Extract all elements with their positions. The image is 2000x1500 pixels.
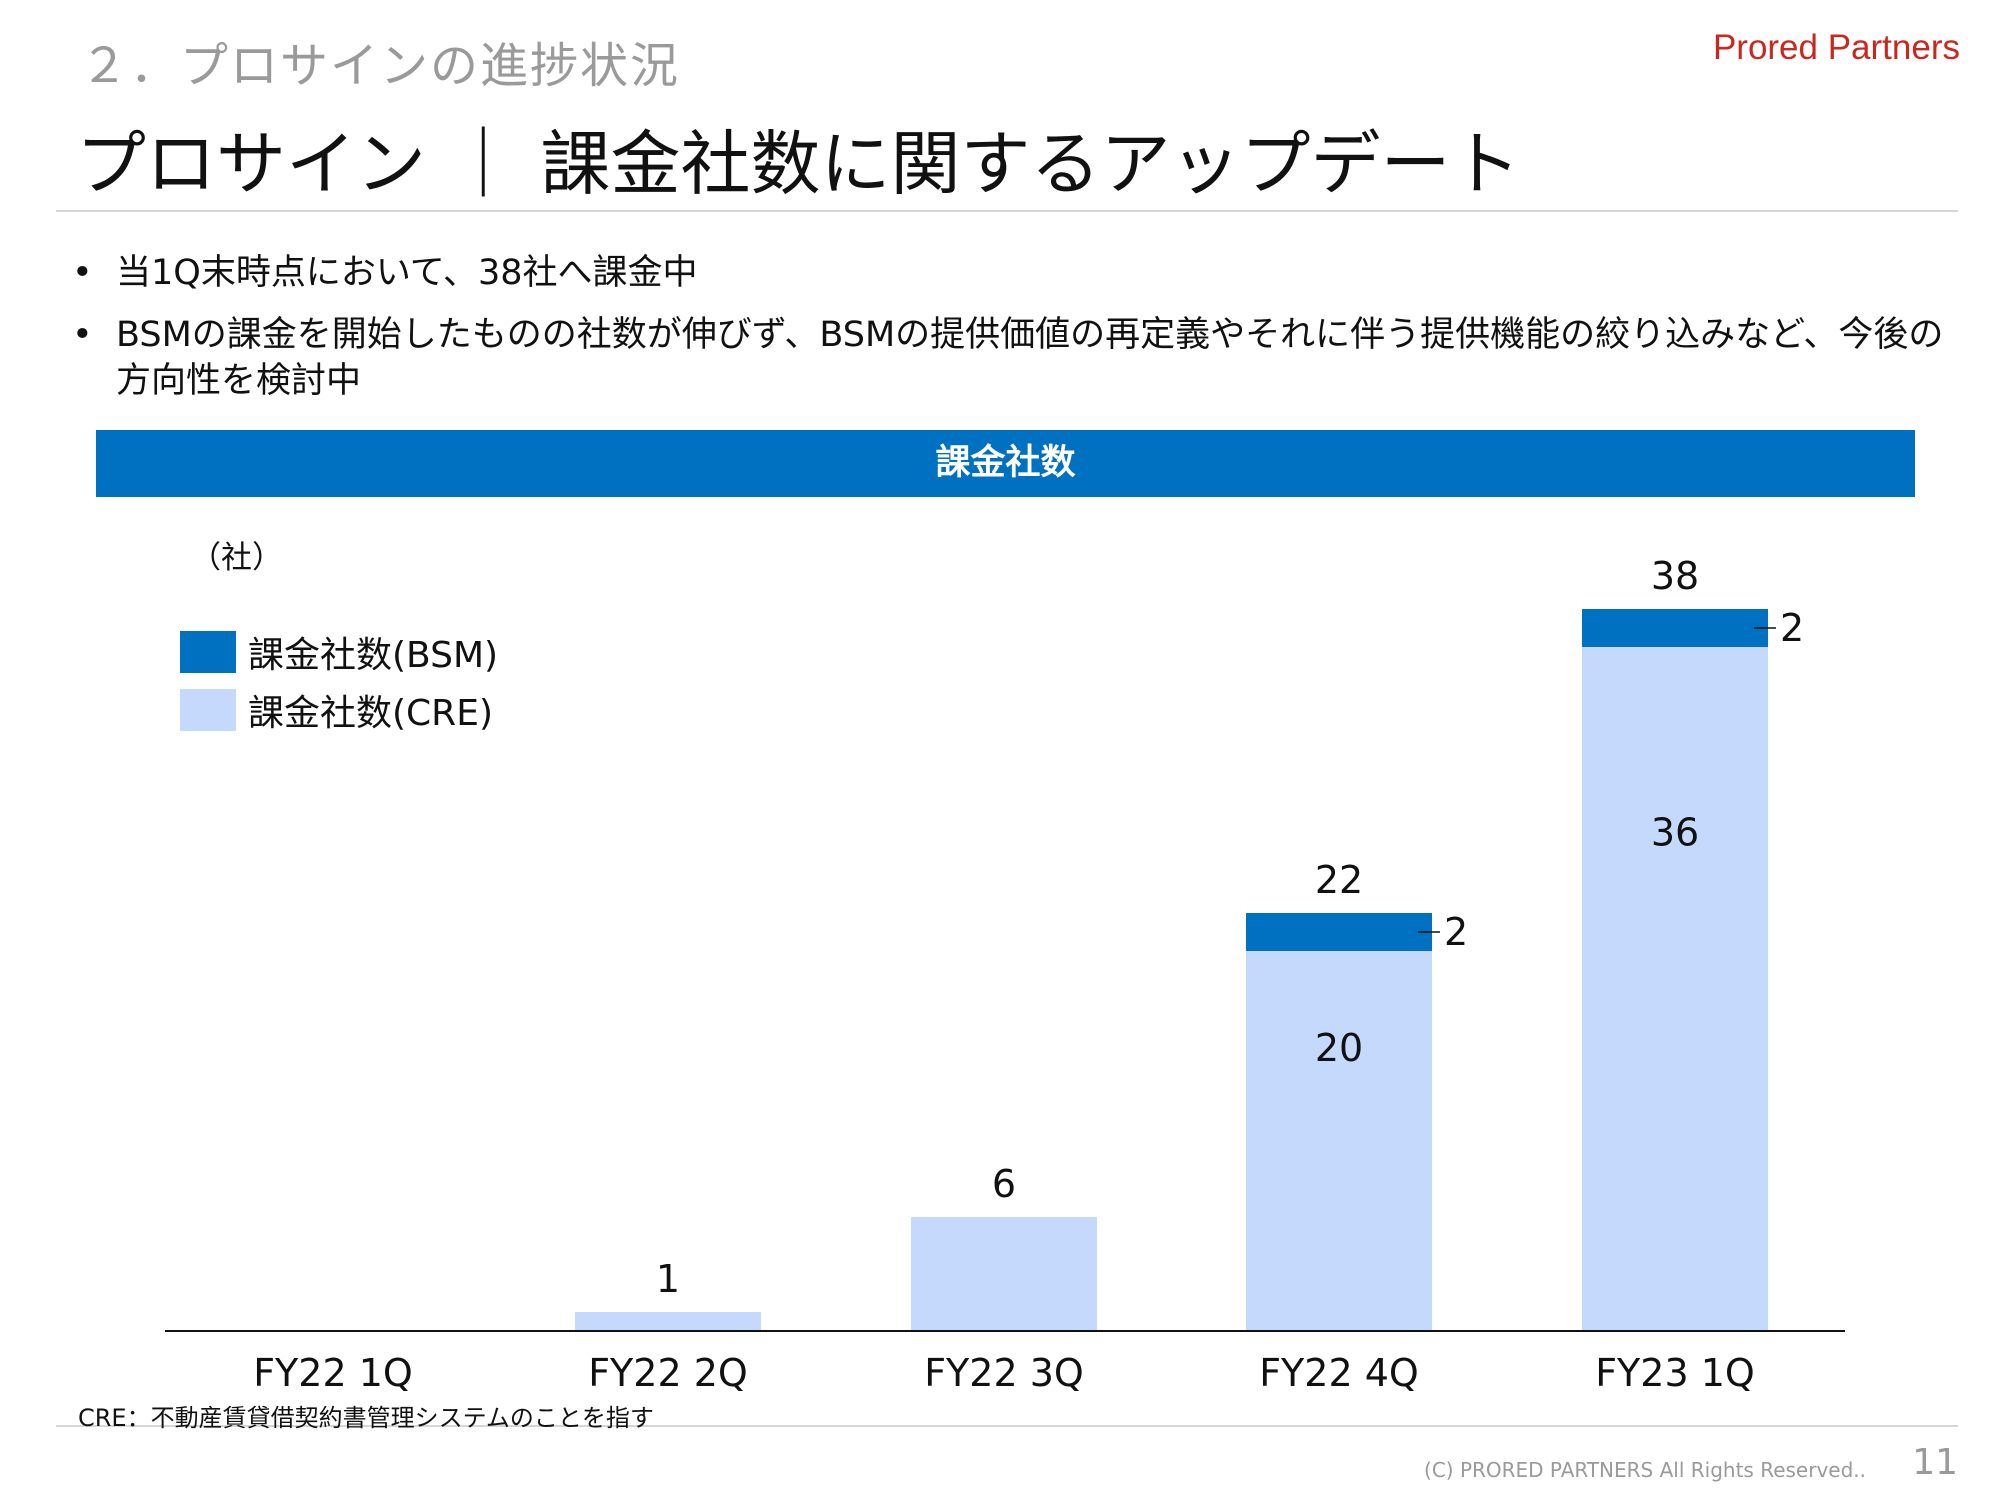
- bar-bsm: [1246, 913, 1432, 951]
- chart-header: 課金社数: [96, 430, 1915, 497]
- x-tick-label: FY22 4Q: [1259, 1351, 1419, 1395]
- x-tick-label: FY22 2Q: [588, 1351, 748, 1395]
- data-label-total: 6: [992, 1162, 1016, 1206]
- bar-cre: [911, 1217, 1097, 1331]
- title-divider: [56, 210, 1958, 212]
- legend-swatch-cre: [180, 689, 236, 731]
- section-label: ２．プロサインの進捗状況: [80, 38, 681, 94]
- bullet-text: BSMの課金を開始したものの社数が伸びず、BSMの提供価値の再定義やそれに伴う提…: [116, 315, 1944, 401]
- footnote: CRE：不動産賃貸借契約書管理システムのことを指す: [78, 1404, 654, 1432]
- data-label-cre: 20: [1315, 1026, 1363, 1070]
- bar-cre: [1582, 647, 1768, 1331]
- bullet-item: • BSMの課金を開始したものの社数が伸びず、BSMの提供価値の再定義やそれに伴…: [72, 312, 1952, 404]
- data-label-total: 38: [1651, 554, 1699, 598]
- page-number: 11: [1912, 1442, 1958, 1483]
- data-label-total: 22: [1315, 858, 1363, 902]
- axis-unit-label: （社）: [190, 540, 283, 576]
- legend-label-cre: 課金社数(CRE): [248, 693, 493, 734]
- bullet-text: 当1Q末時点において、38社へ課金中: [116, 253, 698, 293]
- x-tick-label: FY22 3Q: [924, 1351, 1084, 1395]
- bar-cre: [575, 1312, 761, 1331]
- bullet-list: • 当1Q末時点において、38社へ課金中 • BSMの課金を開始したものの社数が…: [72, 250, 1952, 420]
- data-label-bsm: 2: [1444, 910, 1468, 954]
- x-tick-label: FY23 1Q: [1595, 1351, 1755, 1395]
- legend-item-bsm: 課金社数(BSM): [180, 626, 498, 678]
- brand-logo: Prored Partners: [1712, 28, 1960, 67]
- legend-swatch-bsm: [180, 631, 236, 673]
- bullet-item: • 当1Q末時点において、38社へ課金中: [72, 250, 1952, 296]
- legend-label-bsm: 課金社数(BSM): [248, 635, 499, 676]
- data-label-total: 1: [656, 1257, 680, 1301]
- bar-cre: [1246, 951, 1432, 1331]
- copyright: (C) PRORED PARTNERS All Rights Reserved.…: [1424, 1458, 1866, 1482]
- bullet-marker: •: [72, 253, 93, 293]
- data-label-cre: 36: [1651, 810, 1699, 854]
- data-label-bsm: 2: [1780, 606, 1804, 650]
- bullet-marker: •: [72, 315, 93, 355]
- footer-divider: [56, 1425, 1958, 1427]
- bar-bsm: [1582, 609, 1768, 647]
- page-title: プロサイン ｜ 課金社数に関するアップデート: [76, 123, 1521, 205]
- x-tick-label: FY22 1Q: [253, 1351, 413, 1395]
- legend-item-cre: 課金社数(CRE): [180, 684, 493, 736]
